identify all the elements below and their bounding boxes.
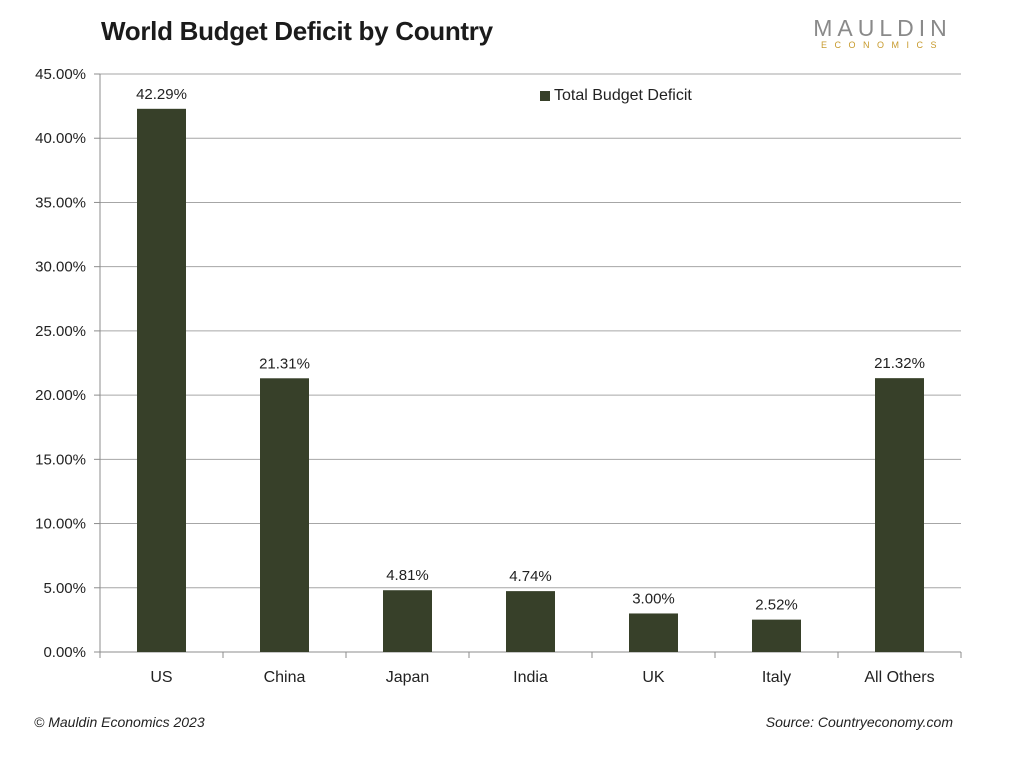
data-label: 4.74% bbox=[509, 568, 552, 585]
y-tick-label: 20.00% bbox=[35, 387, 86, 404]
category-label: Italy bbox=[762, 669, 791, 686]
gridlines bbox=[100, 73, 961, 589]
logo-sub-text: ECONOMICS bbox=[820, 40, 944, 50]
legend: Total Budget Deficit bbox=[540, 87, 692, 105]
bar-italy bbox=[752, 619, 801, 652]
category-label: All Others bbox=[864, 669, 934, 686]
y-tick-label: 5.00% bbox=[43, 580, 86, 597]
data-label: 21.32% bbox=[874, 355, 925, 372]
category-label: India bbox=[513, 669, 548, 686]
y-tick-label: 0.00% bbox=[43, 644, 86, 661]
y-tick-label: 35.00% bbox=[35, 194, 86, 211]
data-label: 3.00% bbox=[632, 590, 675, 607]
copyright-text: © Mauldin Economics 2023 bbox=[34, 714, 205, 730]
y-tick-label: 45.00% bbox=[35, 66, 86, 83]
category-label: China bbox=[264, 669, 306, 686]
labels: 0.00% 5.00% 10.00% 15.00% 20.00% 25.00% 30.00%… bbox=[35, 66, 935, 686]
data-label: 2.52% bbox=[755, 597, 798, 614]
chart-title: World Budget Deficit by Country bbox=[101, 16, 493, 46]
bar-us bbox=[137, 108, 186, 652]
y-tick-label: 10.00% bbox=[35, 516, 86, 533]
bar-uk bbox=[629, 613, 678, 652]
data-label: 4.81% bbox=[386, 567, 429, 584]
logo-main-text: MAULDIN bbox=[813, 15, 952, 41]
data-label: 42.29% bbox=[136, 86, 187, 103]
bar-india bbox=[506, 591, 555, 652]
y-tick-label: 15.00% bbox=[35, 451, 86, 468]
bars bbox=[137, 108, 924, 652]
category-label: US bbox=[150, 669, 172, 686]
source-text: Source: Countryeconomy.com bbox=[765, 714, 953, 730]
y-tick-label: 30.00% bbox=[35, 259, 86, 276]
legend-swatch bbox=[540, 91, 550, 101]
category-label: Japan bbox=[386, 669, 430, 686]
data-label: 21.31% bbox=[259, 355, 310, 372]
bar-japan bbox=[383, 590, 432, 652]
bar-all-others bbox=[875, 378, 924, 652]
mauldin-logo: MAULDIN ECONOMICS bbox=[800, 16, 965, 50]
category-label: UK bbox=[642, 669, 665, 686]
y-tick-label: 25.00% bbox=[35, 323, 86, 340]
y-tick-label: 40.00% bbox=[35, 130, 86, 147]
legend-label: Total Budget Deficit bbox=[554, 87, 692, 104]
bar-china bbox=[260, 378, 309, 652]
